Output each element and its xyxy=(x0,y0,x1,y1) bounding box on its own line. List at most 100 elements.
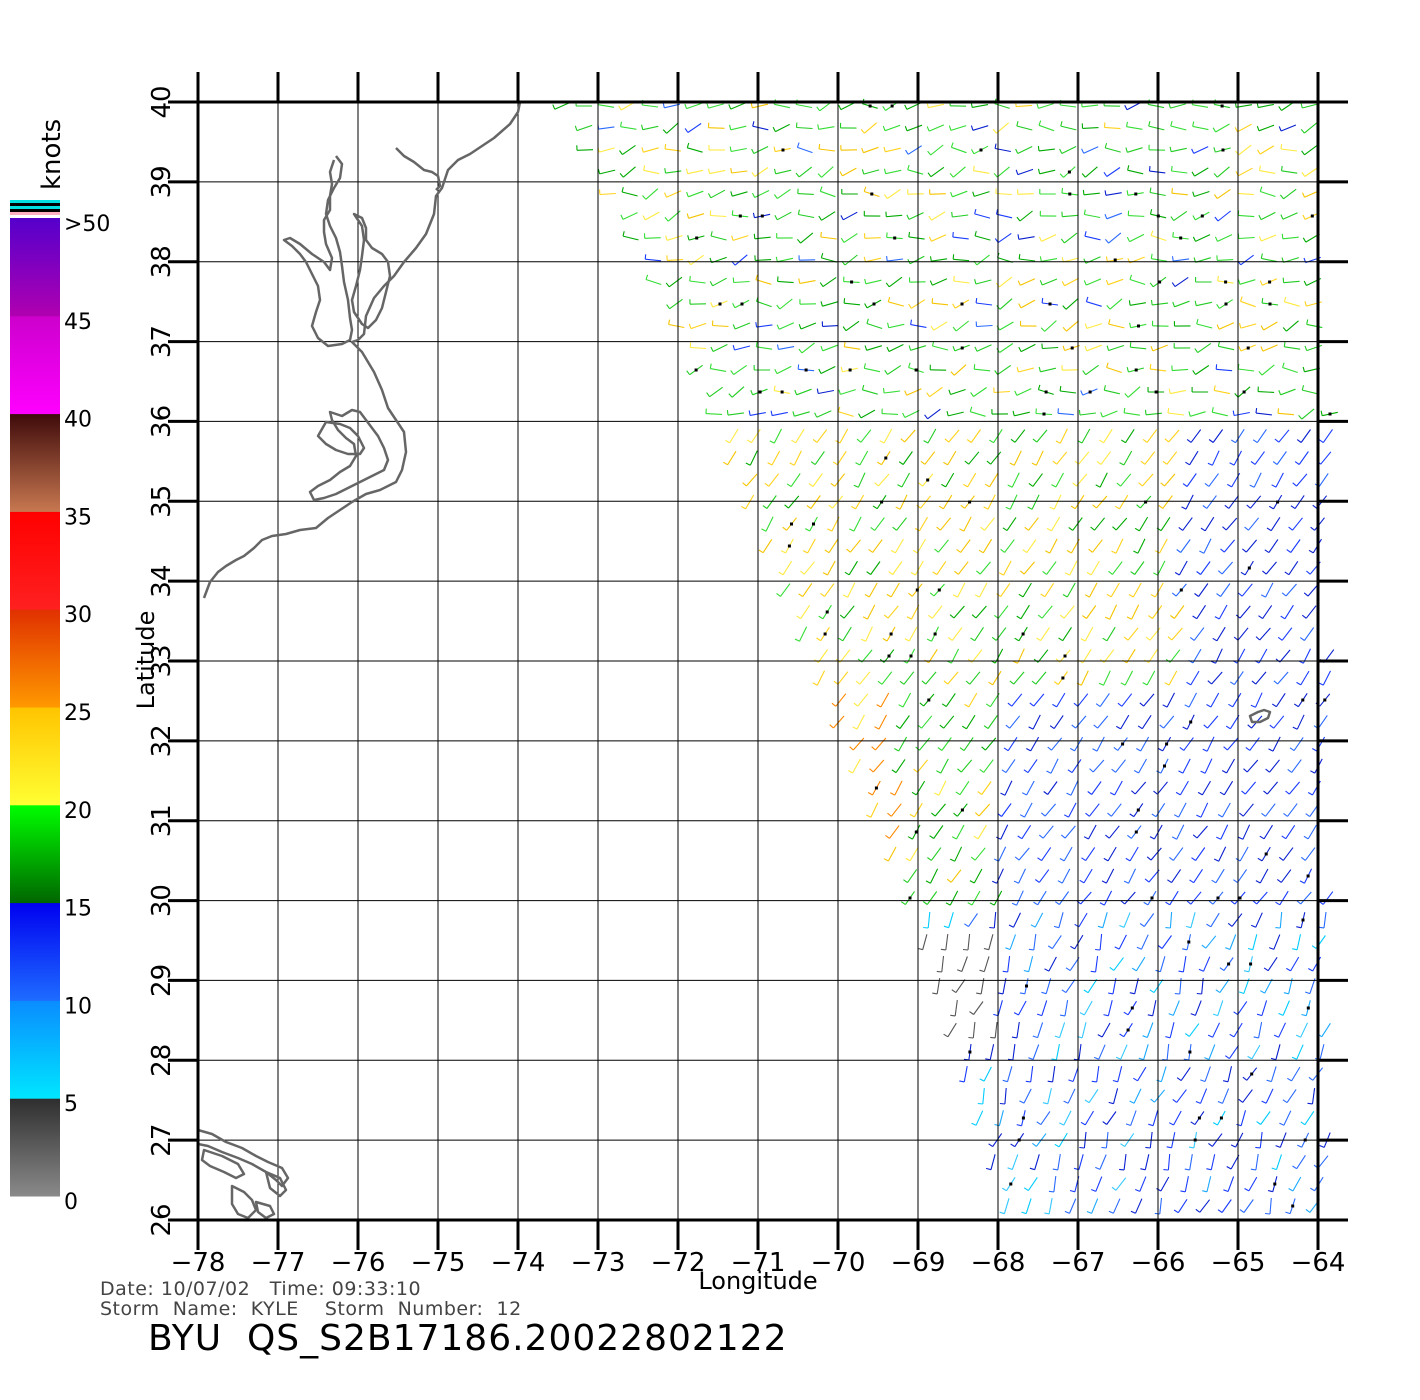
wind-barb xyxy=(1277,412,1294,416)
wind-barb xyxy=(1131,604,1140,620)
wind-barb-tick xyxy=(1028,1057,1034,1061)
wind-barb-tick xyxy=(1009,680,1015,685)
wind-barb xyxy=(1229,934,1237,950)
wind-barb xyxy=(948,912,954,928)
wind-barb xyxy=(1161,935,1172,949)
wind-barb xyxy=(1239,846,1249,862)
wind-barb xyxy=(999,321,1014,331)
wind-barb xyxy=(998,846,1007,862)
wind-barb-tick xyxy=(886,593,892,598)
wind-barb xyxy=(1268,539,1279,553)
wind-barb-tick xyxy=(1140,460,1146,465)
wind-barb-tick xyxy=(989,439,994,444)
wind-barb-tick xyxy=(1102,637,1108,642)
wind-barb-tick xyxy=(1176,549,1182,553)
rain-flag xyxy=(1306,1006,1310,1010)
wind-barb-tick xyxy=(1288,1188,1294,1192)
wind-barb-tick xyxy=(1165,901,1171,906)
wind-barb-tick xyxy=(1103,857,1109,862)
wind-barb xyxy=(1172,847,1184,861)
wind-barb xyxy=(690,322,707,330)
wind-barb-tick xyxy=(1186,900,1192,905)
wind-barb-tick xyxy=(926,638,932,642)
wind-barb-tick xyxy=(1227,922,1233,927)
wind-barb xyxy=(709,386,723,398)
wind-barb xyxy=(1240,300,1256,308)
wind-barb xyxy=(1033,693,1045,707)
wind-barb-tick xyxy=(953,812,958,817)
wind-barb xyxy=(1157,560,1166,576)
wind-barb xyxy=(1281,170,1298,174)
wind-barb xyxy=(1188,1023,1200,1037)
wind-barb xyxy=(642,104,659,108)
wind-barb-tick xyxy=(642,215,646,221)
wind-barb-tick xyxy=(1238,1098,1244,1103)
wind-barb xyxy=(796,388,812,396)
wind-barb-tick xyxy=(842,594,848,598)
wind-barb xyxy=(1019,258,1036,262)
wind-barb-tick xyxy=(773,385,776,391)
wind-barb-tick xyxy=(1279,194,1284,200)
wind-barb-tick xyxy=(707,193,712,199)
wind-barb-tick xyxy=(940,948,946,951)
wind-barb-tick xyxy=(1055,440,1061,444)
wind-barb xyxy=(954,846,963,862)
wind-barb-tick xyxy=(1223,746,1228,751)
wind-barb xyxy=(1020,604,1030,620)
wind-barb-tick xyxy=(1188,411,1191,417)
rain-flag xyxy=(937,588,941,592)
wind-barb-tick xyxy=(1060,238,1065,244)
wind-barb xyxy=(1099,472,1108,488)
wind-barb xyxy=(1194,1000,1202,1016)
rain-flag xyxy=(787,544,791,548)
wind-barb xyxy=(1103,890,1113,906)
wind-barb-tick xyxy=(972,165,975,171)
bahamas-north xyxy=(197,1128,290,1188)
wind-barb xyxy=(1210,1154,1216,1170)
wind-barb xyxy=(1164,473,1176,487)
wind-barb xyxy=(1214,389,1231,395)
wind-barb-tick xyxy=(1001,769,1007,774)
wind-barb-tick xyxy=(1302,366,1305,372)
wind-barb-tick xyxy=(949,614,955,619)
wind-barb-tick xyxy=(1257,857,1263,862)
wind-barb xyxy=(1035,450,1044,466)
wind-barb xyxy=(1126,101,1142,111)
wind-barb xyxy=(1258,1021,1263,1039)
rain-flag xyxy=(927,698,931,702)
wind-barb xyxy=(1178,802,1187,818)
wind-barb xyxy=(1204,758,1213,774)
wind-barb xyxy=(1099,693,1110,707)
wind-barb-tick xyxy=(1258,615,1263,620)
latitude-tick-label: 34 xyxy=(147,565,177,598)
wind-barb-tick xyxy=(1071,724,1076,729)
wind-barb xyxy=(1290,539,1301,553)
wind-barb xyxy=(1217,1000,1224,1016)
rain-flag xyxy=(1221,148,1225,152)
wind-barb xyxy=(922,934,928,950)
wind-barb-tick xyxy=(1307,792,1313,796)
wind-barb-tick xyxy=(1044,1212,1050,1215)
wind-barb xyxy=(1032,1044,1040,1060)
wind-barb xyxy=(904,410,920,418)
wind-barb xyxy=(1108,232,1122,244)
wind-barb-tick xyxy=(1062,345,1066,351)
wind-barb-tick xyxy=(817,173,822,178)
wind-barb-tick xyxy=(1031,680,1037,685)
wind-barb-tick xyxy=(1150,253,1153,259)
wind-barb xyxy=(994,390,1011,394)
wind-barb xyxy=(1298,451,1309,465)
wind-barb xyxy=(756,300,772,308)
wind-barb-tick xyxy=(1182,726,1188,730)
wind-barb xyxy=(1160,516,1171,532)
wind-barb-tick xyxy=(976,992,982,995)
wind-barb-tick xyxy=(1142,682,1148,686)
wind-barb xyxy=(1148,103,1165,109)
wind-barb xyxy=(1016,890,1024,906)
wind-barb-tick xyxy=(1172,301,1176,307)
wind-barb-tick xyxy=(1210,660,1216,664)
wind-barb xyxy=(1011,472,1020,488)
wind-barb xyxy=(1238,236,1255,240)
wind-barb xyxy=(889,825,900,839)
wind-barb-tick xyxy=(1127,165,1130,171)
